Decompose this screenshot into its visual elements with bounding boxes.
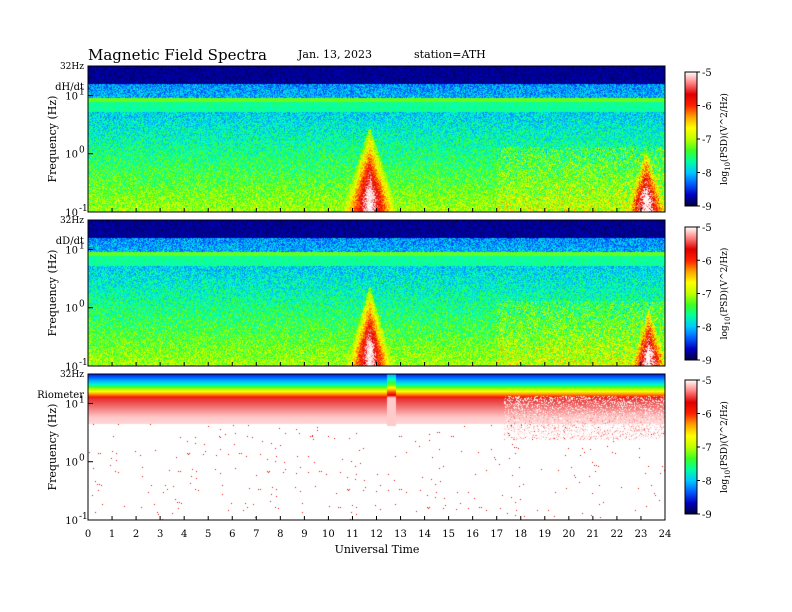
x-tick-label: 6 bbox=[229, 529, 235, 540]
x-tick-label: 14 bbox=[418, 529, 431, 540]
y-tick-exponent: 1 bbox=[79, 87, 85, 97]
x-axis-label: Universal Time bbox=[335, 543, 420, 556]
panel-tag: dH/dt bbox=[55, 82, 84, 93]
colorbar-tick-label: -7 bbox=[702, 443, 712, 454]
y-tick-exponent: 0 bbox=[79, 300, 85, 310]
spectrogram-raster-1 bbox=[88, 66, 665, 212]
y-tick-exponent: -1 bbox=[79, 204, 88, 214]
colorbar-tick-label: -7 bbox=[702, 135, 712, 146]
x-tick-label: 8 bbox=[277, 529, 283, 540]
colorbar-label: log10(PSD)(V^2/Hz) bbox=[719, 401, 732, 493]
panel-tag: Riometer bbox=[37, 390, 84, 401]
x-tick-label: 19 bbox=[538, 529, 551, 540]
top-frequency-label: 32Hz bbox=[60, 62, 84, 72]
x-tick-label: 0 bbox=[85, 529, 91, 540]
spectrogram-raster-3 bbox=[88, 374, 665, 520]
x-tick-label: 2 bbox=[133, 529, 139, 540]
x-tick-label: 12 bbox=[370, 529, 383, 540]
colorbar-tick-label: -6 bbox=[702, 410, 712, 421]
x-tick-label: 11 bbox=[346, 529, 359, 540]
colorbar-tick-label: -9 bbox=[702, 356, 712, 367]
colorbar-tick-label: -5 bbox=[702, 68, 712, 79]
x-tick-label: 9 bbox=[301, 529, 307, 540]
y-tick-label: 10 bbox=[65, 362, 78, 373]
y-tick-exponent: -1 bbox=[79, 512, 88, 522]
y-tick-label: 10 bbox=[65, 458, 78, 469]
y-tick-label: 10 bbox=[65, 304, 78, 315]
colorbar-tick-label: -9 bbox=[702, 202, 712, 213]
colorbar-tick-label: -5 bbox=[702, 376, 712, 387]
y-tick-label: 10 bbox=[65, 91, 78, 102]
figure-station: station=ATH bbox=[414, 48, 486, 61]
colorbar-tick-label: -9 bbox=[702, 510, 712, 521]
y-tick-label: 10 bbox=[65, 150, 78, 161]
y-tick-exponent: -1 bbox=[79, 358, 88, 368]
x-tick-label: 24 bbox=[659, 529, 672, 540]
x-tick-label: 3 bbox=[157, 529, 163, 540]
y-tick-exponent: 1 bbox=[79, 395, 85, 405]
colorbar-tick-label: -8 bbox=[702, 169, 712, 180]
x-tick-label: 10 bbox=[322, 529, 335, 540]
figure-date: Jan. 13, 2023 bbox=[297, 48, 372, 61]
x-tick-label: 22 bbox=[611, 529, 624, 540]
x-tick-label: 13 bbox=[394, 529, 407, 540]
figure-title: Magnetic Field Spectra bbox=[88, 46, 267, 64]
y-tick-exponent: 0 bbox=[79, 146, 85, 156]
x-tick-label: 4 bbox=[181, 529, 187, 540]
x-tick-label: 1 bbox=[109, 529, 115, 540]
colorbar-tick-label: -7 bbox=[702, 290, 712, 301]
colorbar-tick-label: -6 bbox=[702, 256, 712, 267]
top-frequency-label: 32Hz bbox=[60, 370, 84, 380]
x-tick-label: 17 bbox=[490, 529, 503, 540]
colorbar-tick-label: -5 bbox=[702, 223, 712, 234]
colorbar-tick-label: -8 bbox=[702, 323, 712, 334]
y-tick-label: 10 bbox=[65, 208, 78, 219]
y-tick-label: 10 bbox=[65, 399, 78, 410]
x-tick-label: 23 bbox=[635, 529, 648, 540]
x-tick-label: 5 bbox=[205, 529, 211, 540]
x-tick-label: 15 bbox=[442, 529, 455, 540]
x-tick-label: 21 bbox=[587, 529, 600, 540]
colorbar bbox=[684, 379, 698, 515]
x-tick-label: 18 bbox=[514, 529, 527, 540]
x-tick-label: 20 bbox=[562, 529, 575, 540]
y-axis-label: Frequency (Hz) bbox=[46, 404, 59, 491]
y-tick-exponent: 1 bbox=[79, 241, 85, 251]
top-frequency-label: 32Hz bbox=[60, 216, 84, 226]
panel-tag: dD/dt bbox=[56, 236, 84, 247]
colorbar bbox=[684, 226, 698, 361]
colorbar-tick-label: -6 bbox=[702, 102, 712, 113]
x-tick-label: 16 bbox=[466, 529, 479, 540]
spectrogram-raster-2 bbox=[88, 220, 665, 366]
colorbar-label: log10(PSD)(V^2/Hz) bbox=[719, 248, 732, 340]
y-axis-label: Frequency (Hz) bbox=[46, 96, 59, 183]
colorbar-tick-label: -8 bbox=[702, 477, 712, 488]
y-tick-label: 10 bbox=[65, 245, 78, 256]
colorbar bbox=[684, 71, 698, 207]
x-tick-label: 7 bbox=[253, 529, 259, 540]
y-tick-exponent: 0 bbox=[79, 454, 85, 464]
colorbar-label: log10(PSD)(V^2/Hz) bbox=[719, 93, 732, 185]
y-tick-label: 10 bbox=[65, 516, 78, 527]
y-axis-label: Frequency (Hz) bbox=[46, 250, 59, 337]
